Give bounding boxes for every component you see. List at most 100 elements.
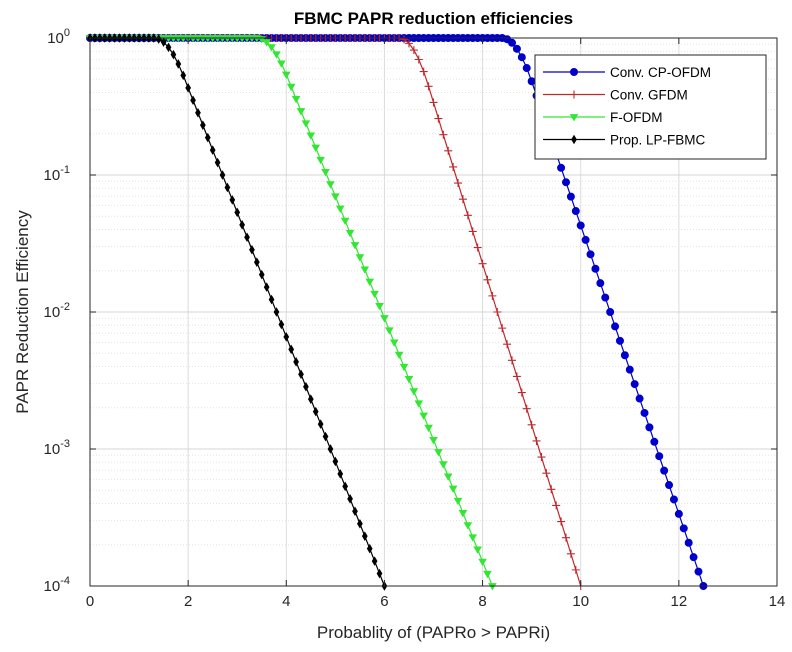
data-point xyxy=(569,114,579,122)
y-tick-label: 10-3 xyxy=(44,438,70,458)
data-point xyxy=(669,495,678,504)
data-point xyxy=(660,466,669,475)
data-point xyxy=(601,293,610,302)
data-point xyxy=(360,266,370,274)
data-point xyxy=(449,162,458,171)
data-point xyxy=(473,546,482,554)
data-point xyxy=(370,290,379,299)
data-point xyxy=(414,55,423,64)
data-point xyxy=(321,169,330,177)
legend-item: Conv. CP-OFDM xyxy=(543,65,711,80)
y-tick-label: 10-4 xyxy=(44,575,70,595)
legend-label: Conv. CP-OFDM xyxy=(610,65,711,80)
legend-label: F-OFDM xyxy=(610,110,662,125)
data-point xyxy=(195,107,201,118)
data-point xyxy=(385,327,394,335)
data-point xyxy=(650,437,659,446)
data-point xyxy=(483,275,492,284)
data-point xyxy=(473,243,482,252)
data-point xyxy=(283,332,290,342)
data-point xyxy=(355,254,365,262)
data-point xyxy=(547,485,556,494)
data-point xyxy=(273,307,280,317)
data-point xyxy=(478,259,487,268)
data-point xyxy=(586,250,595,259)
data-point xyxy=(337,469,344,479)
data-point xyxy=(532,436,541,445)
data-point xyxy=(443,473,453,481)
data-point xyxy=(424,424,433,433)
data-point xyxy=(332,456,339,467)
data-point xyxy=(160,37,167,47)
data-point xyxy=(326,181,335,189)
data-point xyxy=(419,67,428,76)
data-point xyxy=(342,481,349,492)
data-point xyxy=(371,556,378,566)
data-point xyxy=(404,376,414,384)
data-point xyxy=(209,145,216,155)
x-tick-label: 6 xyxy=(380,593,388,610)
data-point xyxy=(165,42,172,53)
data-point xyxy=(352,506,358,517)
data-point xyxy=(448,485,458,493)
data-point xyxy=(606,307,615,316)
data-point xyxy=(185,83,192,93)
data-point xyxy=(293,357,299,367)
data-point xyxy=(281,71,291,79)
data-point xyxy=(288,344,295,355)
data-point xyxy=(301,120,311,128)
data-point xyxy=(224,182,231,193)
data-point xyxy=(640,408,649,417)
legend-label: Prop. LP-FBMC xyxy=(610,133,706,148)
data-point xyxy=(345,229,355,238)
grid xyxy=(89,37,778,587)
data-point xyxy=(522,404,531,413)
data-point xyxy=(409,46,418,55)
legend-item: Conv. GFDM xyxy=(543,88,688,103)
data-point xyxy=(566,549,575,558)
data-point xyxy=(340,217,350,226)
data-point xyxy=(335,205,345,213)
data-point xyxy=(229,195,236,205)
data-point xyxy=(611,322,620,331)
data-point xyxy=(429,436,438,445)
data-point xyxy=(591,264,600,273)
data-point xyxy=(625,365,634,374)
x-tick-label: 10 xyxy=(572,593,589,610)
data-point xyxy=(557,163,566,172)
data-point xyxy=(635,394,644,403)
data-point xyxy=(576,221,585,230)
data-point xyxy=(454,179,463,188)
legend: Conv. CP-OFDM Conv. GFDM F-OFDM Prop. LP-FB… xyxy=(534,54,767,160)
data-point xyxy=(517,388,526,397)
data-point xyxy=(399,363,409,372)
data-point xyxy=(458,510,468,518)
data-point xyxy=(298,369,304,380)
data-point xyxy=(350,242,360,250)
data-point xyxy=(542,469,551,478)
legend-label: Conv. GFDM xyxy=(610,88,688,103)
data-point xyxy=(439,461,448,469)
chart-title: FBMC PAPR reduction efficiencies xyxy=(294,9,573,28)
data-point xyxy=(199,120,206,130)
data-point xyxy=(239,220,245,230)
data-point xyxy=(557,517,566,526)
data-point xyxy=(570,90,578,99)
data-point xyxy=(570,68,579,77)
data-point xyxy=(434,449,443,457)
data-point xyxy=(267,44,276,52)
data-point xyxy=(376,568,383,579)
data-point xyxy=(258,269,265,280)
data-point xyxy=(244,232,250,243)
data-point xyxy=(684,538,693,547)
data-point xyxy=(286,83,296,92)
data-point xyxy=(463,522,473,530)
x-axis-label: Probablity of (PAPRo > PAPRi) xyxy=(317,623,550,642)
data-point xyxy=(694,567,703,576)
data-point xyxy=(419,412,428,420)
data-point xyxy=(303,381,309,392)
data-point xyxy=(503,340,512,349)
data-point xyxy=(468,534,478,542)
data-point xyxy=(409,388,419,396)
x-tick-label: 8 xyxy=(478,593,486,610)
